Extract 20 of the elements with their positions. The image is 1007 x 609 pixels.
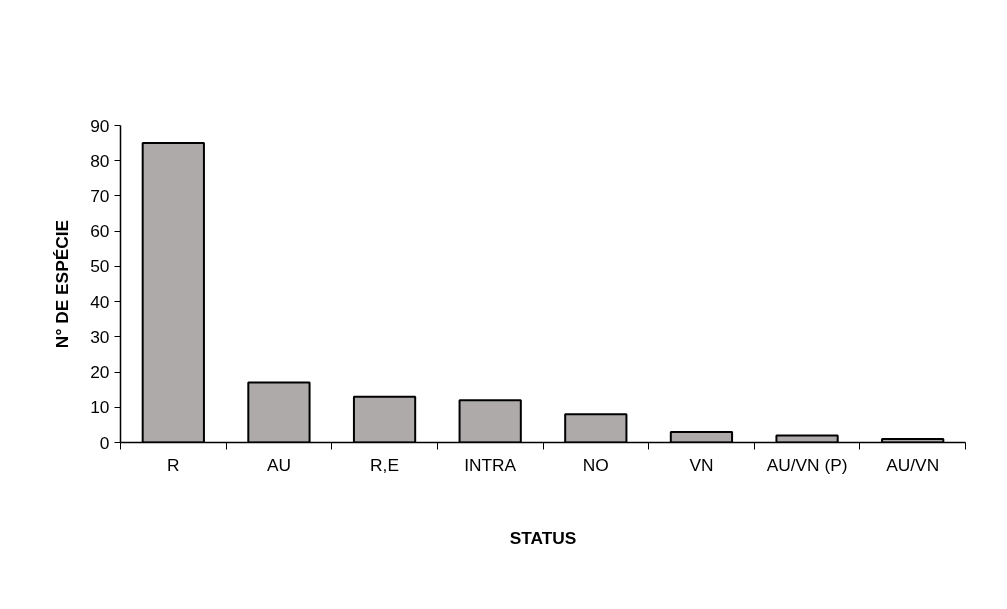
x-tick-label: AU/VN (886, 454, 940, 475)
x-axis-title: STATUS (509, 527, 577, 548)
x-tick-label: VN (689, 454, 714, 475)
y-tick-label: 60 (90, 221, 110, 242)
y-tick-label: 30 (90, 326, 110, 347)
y-tick-label: 20 (90, 362, 110, 383)
x-tick-label: AU/VN (P) (766, 454, 848, 475)
y-tick-label: 10 (90, 397, 110, 418)
y-axis-title: N° DE ESPÉCIE (52, 219, 73, 349)
y-tick-label: 70 (90, 185, 110, 206)
x-tick-label: R (167, 454, 180, 475)
x-tick-label: AU (266, 454, 291, 475)
y-tick-label: 40 (90, 291, 110, 312)
y-tick-label: 90 (90, 115, 110, 136)
x-tick-label: NO (582, 454, 609, 475)
x-tick-label: INTRA (464, 454, 517, 475)
x-tick-label: R,E (370, 454, 400, 475)
y-tick-label: 0 (99, 432, 110, 453)
y-tick-label: 50 (90, 256, 110, 277)
y-tick-label: 80 (90, 150, 110, 171)
